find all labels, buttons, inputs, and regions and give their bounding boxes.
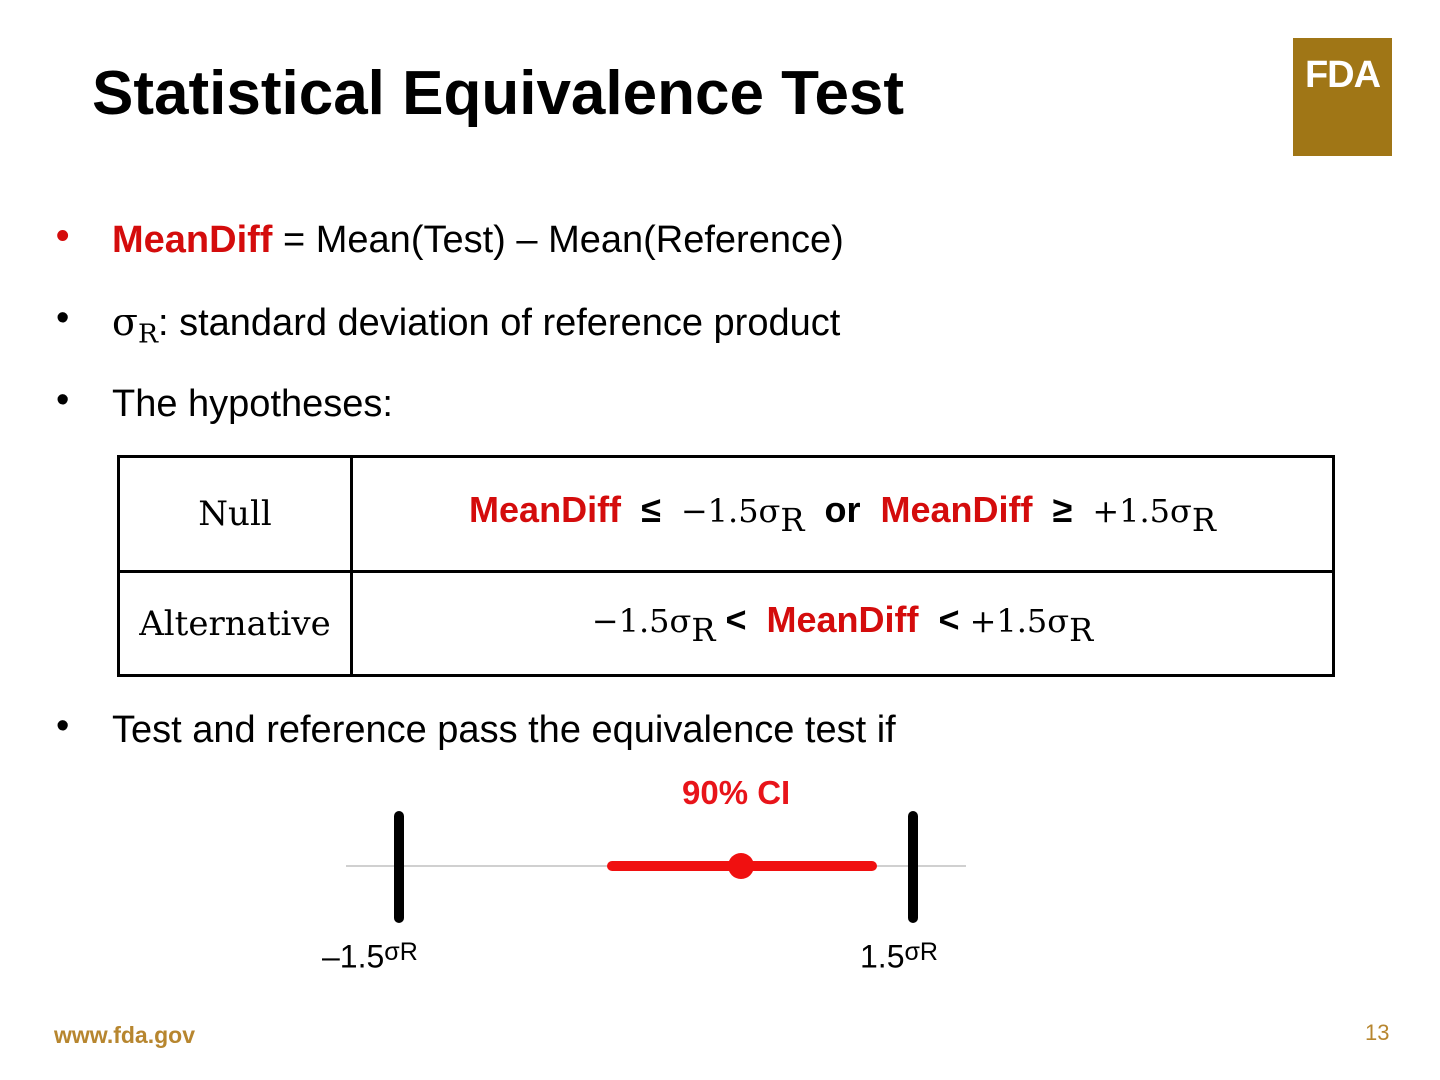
null-value-1: −1.5σ xyxy=(680,492,781,531)
null-term-2: MeanDiff xyxy=(880,489,1033,531)
sigma-symbol: σ xyxy=(112,300,138,344)
null-term-1: MeanDiff xyxy=(469,489,622,531)
lower-bound-symbol: σ xyxy=(384,938,400,966)
alternative-expression: −1.5σR < MeanDiff < +1.5σR xyxy=(350,570,1335,677)
ci-label: 90% CI xyxy=(682,774,791,811)
alt-op-2: < xyxy=(938,598,960,640)
sigma-definition: : standard deviation of reference produc… xyxy=(157,302,841,344)
null-conjunction: or xyxy=(824,489,861,531)
lower-bound-sign: – xyxy=(322,938,340,975)
alt-value-2-sub: R xyxy=(1069,610,1094,649)
bullet-dot-icon: • xyxy=(56,379,70,421)
bullet-dot-icon: • xyxy=(56,215,70,257)
slide-title: Statistical Equivalence Test xyxy=(92,59,905,128)
ci-point-estimate xyxy=(728,853,754,879)
meandiff-term: MeanDiff xyxy=(112,219,273,261)
bullet-text: σR: standard deviation of reference prod… xyxy=(112,302,840,354)
alt-value-1: −1.5σ xyxy=(591,601,692,640)
hypotheses-table: Null MeanDiff ≤ −1.5σR or MeanDiff ≥ +1.… xyxy=(117,455,1335,677)
sigma-subscript: R xyxy=(137,318,158,350)
bullet-dot-icon: • xyxy=(56,297,70,339)
table-row-null: Null MeanDiff ≤ −1.5σR or MeanDiff ≥ +1.… xyxy=(117,455,1335,573)
bullet-dot-icon: • xyxy=(56,705,70,747)
null-op-2: ≥ xyxy=(1052,489,1073,531)
table-row-alternative: Alternative −1.5σR < MeanDiff < +1.5σR xyxy=(117,570,1335,677)
upper-bound-symbol: σ xyxy=(904,938,920,966)
fda-logo: FDA xyxy=(1293,38,1392,156)
upper-bound-value: 1.5 xyxy=(860,938,905,975)
upper-bound-label: 1.5σR xyxy=(860,938,938,976)
null-op-1: ≤ xyxy=(641,489,661,531)
alt-term: MeanDiff xyxy=(766,598,919,640)
bullet-text: The hypotheses: xyxy=(112,383,393,425)
null-expression: MeanDiff ≤ −1.5σR or MeanDiff ≥ +1.5σR xyxy=(350,455,1335,573)
alt-value-2: +1.5σ xyxy=(969,601,1070,640)
lower-bound-value: 1.5 xyxy=(339,938,385,975)
lower-bound-label: –1.5σR xyxy=(322,938,418,976)
bullet-text: Test and reference pass the equivalence … xyxy=(112,709,896,751)
null-value-2-sub: R xyxy=(1191,500,1216,539)
fda-logo-text: FDA xyxy=(1304,54,1381,96)
ci-diagram xyxy=(346,811,966,923)
null-value-2: +1.5σ xyxy=(1092,492,1192,531)
null-label: Null xyxy=(117,455,353,573)
bullet-text: MeanDiff = Mean(Test) – Mean(Reference) xyxy=(112,220,844,260)
page-number: 13 xyxy=(1365,1020,1390,1045)
alternative-label: Alternative xyxy=(117,570,353,677)
lower-bound-sub: R xyxy=(399,938,418,966)
alt-op-1: < xyxy=(725,598,747,640)
alt-value-1-sub: R xyxy=(691,610,716,649)
footer-url[interactable]: www.fda.gov xyxy=(54,1022,195,1048)
upper-bound-sub: R xyxy=(919,938,938,966)
null-value-1-sub: R xyxy=(780,500,805,539)
meandiff-definition: = Mean(Test) – Mean(Reference) xyxy=(272,219,844,261)
